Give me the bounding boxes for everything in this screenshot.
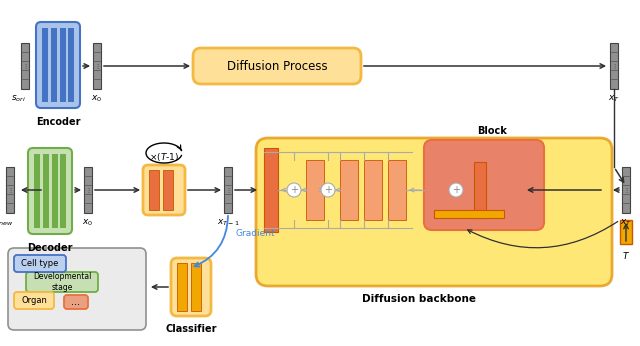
FancyBboxPatch shape xyxy=(256,138,612,286)
Bar xyxy=(306,160,324,220)
FancyBboxPatch shape xyxy=(14,255,66,272)
Text: ⋮: ⋮ xyxy=(623,188,629,192)
Text: Organ: Organ xyxy=(21,296,47,305)
Bar xyxy=(224,167,232,213)
FancyBboxPatch shape xyxy=(28,148,72,234)
Text: Encoder: Encoder xyxy=(36,117,80,127)
Text: $x_{T-1}$: $x_{T-1}$ xyxy=(217,217,239,228)
Bar xyxy=(620,220,632,244)
FancyBboxPatch shape xyxy=(143,165,185,215)
FancyBboxPatch shape xyxy=(26,272,98,292)
Text: Diffusion Process: Diffusion Process xyxy=(227,60,327,73)
Text: ⋮: ⋮ xyxy=(611,64,617,69)
Text: ⋮: ⋮ xyxy=(22,64,28,69)
Text: +: + xyxy=(290,185,298,195)
FancyBboxPatch shape xyxy=(8,248,146,330)
Bar xyxy=(264,148,278,232)
Bar xyxy=(52,154,58,228)
Bar xyxy=(434,210,504,218)
Text: $T$: $T$ xyxy=(622,250,630,261)
Text: +: + xyxy=(324,185,332,195)
Text: $s_{ori}$: $s_{ori}$ xyxy=(11,93,26,103)
Bar xyxy=(388,160,406,220)
Text: Decoder: Decoder xyxy=(28,243,73,253)
Text: Classifier: Classifier xyxy=(165,324,217,334)
Text: ⋮: ⋮ xyxy=(94,64,100,69)
Text: Gradient: Gradient xyxy=(236,228,276,237)
Text: $s_{new}$: $s_{new}$ xyxy=(0,217,14,228)
Bar xyxy=(51,28,57,102)
Text: ⋮: ⋮ xyxy=(7,188,13,192)
Text: Block: Block xyxy=(477,126,507,136)
Circle shape xyxy=(287,183,301,197)
Text: $x_0$: $x_0$ xyxy=(83,217,93,228)
FancyBboxPatch shape xyxy=(64,295,88,309)
Text: ⋮: ⋮ xyxy=(85,188,91,192)
FancyBboxPatch shape xyxy=(14,292,54,309)
Text: $x_T$: $x_T$ xyxy=(608,93,620,103)
Bar xyxy=(43,154,49,228)
Text: $x_0$: $x_0$ xyxy=(92,93,102,103)
Text: Diffusion backbone: Diffusion backbone xyxy=(362,294,476,304)
Text: $x_T$: $x_T$ xyxy=(620,217,632,228)
Bar xyxy=(60,28,66,102)
Bar xyxy=(60,154,66,228)
Text: +: + xyxy=(452,185,460,195)
Circle shape xyxy=(449,183,463,197)
Text: ⋮: ⋮ xyxy=(225,188,231,192)
FancyBboxPatch shape xyxy=(171,258,211,316)
FancyBboxPatch shape xyxy=(193,48,361,84)
Bar xyxy=(68,28,74,102)
Bar xyxy=(364,160,382,220)
Text: ...: ... xyxy=(72,297,81,307)
FancyBboxPatch shape xyxy=(36,22,80,108)
FancyBboxPatch shape xyxy=(424,140,544,230)
Bar xyxy=(34,154,40,228)
Bar xyxy=(42,28,48,102)
Text: Cell type: Cell type xyxy=(21,259,59,268)
Bar xyxy=(177,263,187,311)
Bar xyxy=(6,167,14,213)
Bar xyxy=(610,43,618,89)
Circle shape xyxy=(321,183,335,197)
Bar xyxy=(84,167,92,213)
Bar xyxy=(191,263,201,311)
Bar xyxy=(93,43,101,89)
Bar xyxy=(21,43,29,89)
Text: $\times(T$-$1)$: $\times(T$-$1)$ xyxy=(149,151,179,163)
Text: Developmental
stage: Developmental stage xyxy=(33,272,91,292)
Bar xyxy=(622,167,630,213)
Bar xyxy=(149,170,159,210)
Bar xyxy=(340,160,358,220)
Bar xyxy=(163,170,173,210)
Bar xyxy=(474,162,486,218)
